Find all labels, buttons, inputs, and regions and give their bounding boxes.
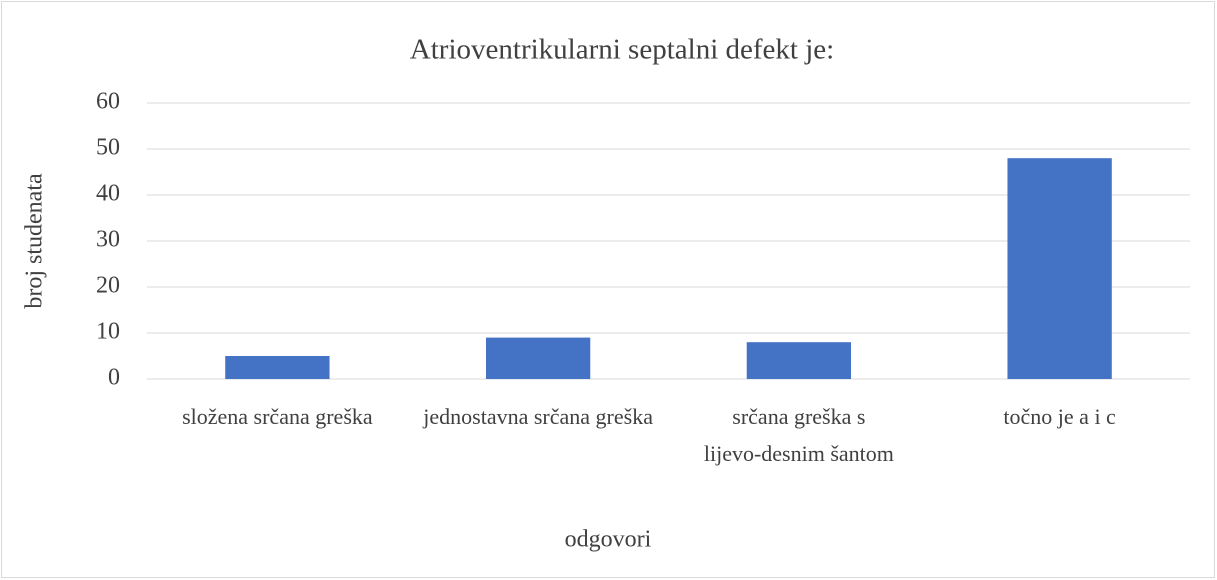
x-tick-label: točno je a i c: [1003, 404, 1116, 429]
x-tick-label: jednostavna srčana greška: [422, 404, 653, 429]
y-tick-label: 60: [96, 89, 120, 115]
x-axis-label: odgovori: [565, 527, 652, 553]
chart-title: Atrioventrikularni septalni defekt je:: [410, 34, 834, 66]
y-tick-label: 20: [96, 273, 120, 299]
y-tick-label: 50: [96, 135, 120, 161]
x-tick-label: srčana greška s lijevo-desnim šantom: [704, 404, 894, 466]
y-tick-label: 0: [108, 365, 120, 391]
y-tick-label: 40: [96, 181, 120, 207]
y-tick-label: 10: [96, 319, 120, 345]
bar: [746, 342, 852, 379]
y-tick-label: 30: [96, 227, 120, 253]
bar: [225, 356, 330, 379]
bar: [485, 337, 591, 379]
y-axis-label: broj studenata: [22, 173, 48, 309]
x-tick-label: složena srčana greška: [182, 404, 373, 429]
bar: [1007, 158, 1112, 379]
